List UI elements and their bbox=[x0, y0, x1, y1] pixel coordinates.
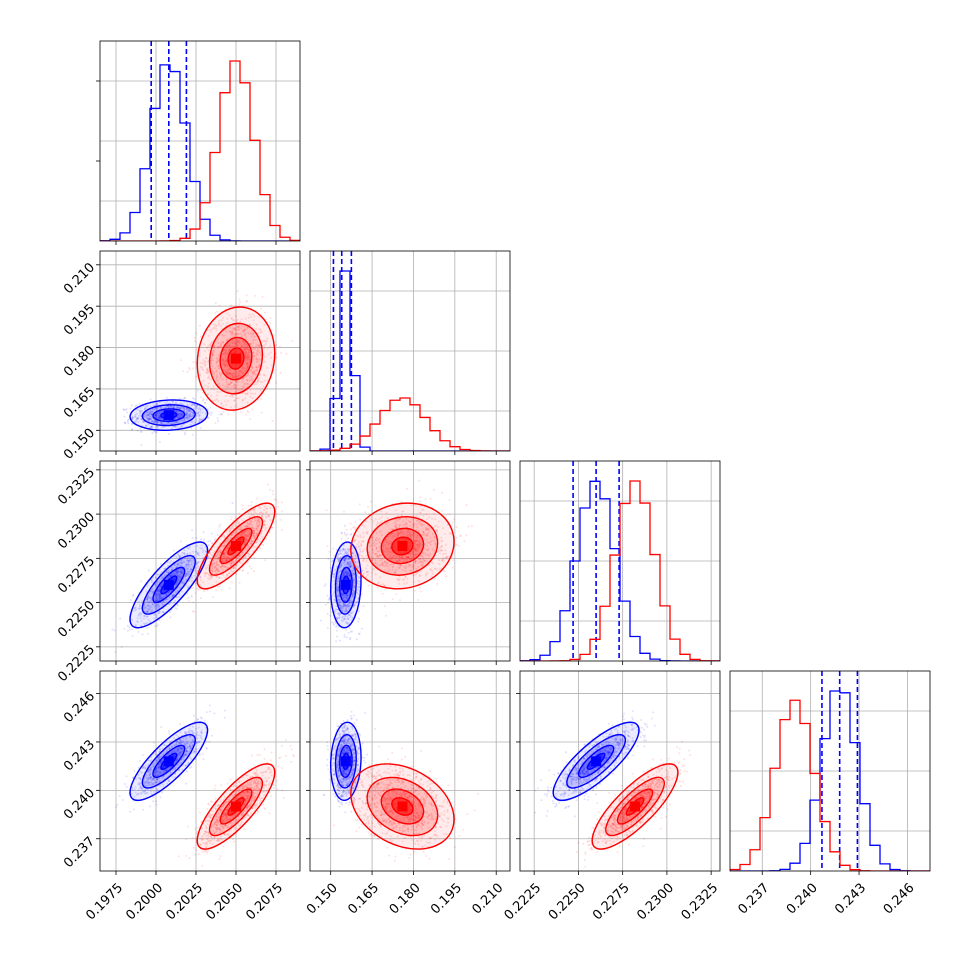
panel-3-3: 0.237 0.240 0.243 0.246 bbox=[729, 670, 931, 918]
density-peak bbox=[163, 579, 174, 590]
density-peak bbox=[231, 540, 241, 551]
axes-frame bbox=[99, 460, 301, 662]
panel-content bbox=[122, 290, 294, 446]
panel-1-1 bbox=[309, 250, 511, 455]
panel-0-0 bbox=[96, 40, 301, 245]
grid-lines bbox=[100, 251, 300, 451]
y-tick-label: 0.180 bbox=[61, 343, 98, 380]
panel-content bbox=[322, 710, 479, 862]
x-tick-label: 0.1975 bbox=[83, 881, 126, 924]
x-tick-label: 0.2300 bbox=[634, 881, 677, 924]
y-tick-label: 0.246 bbox=[61, 689, 98, 726]
histogram-series-1 bbox=[310, 397, 510, 451]
grid-lines bbox=[100, 41, 300, 241]
grid-lines bbox=[520, 671, 720, 871]
density-peak bbox=[163, 410, 174, 421]
x-tick-label: 0.2325 bbox=[679, 881, 722, 924]
axes-frame bbox=[99, 250, 301, 452]
axes-frame bbox=[309, 670, 511, 872]
panel-content bbox=[320, 479, 473, 643]
panel-3-1: 0.150 0.165 0.180 0.195 0.210 bbox=[304, 670, 511, 918]
x-tick-label: 0.2250 bbox=[546, 881, 589, 924]
x-tick-label: 0.2025 bbox=[163, 881, 206, 924]
axes-frame bbox=[309, 250, 511, 452]
axes-frame bbox=[519, 670, 721, 872]
density-peak bbox=[231, 353, 241, 364]
y-tick-label: 0.210 bbox=[61, 260, 98, 297]
panel-content bbox=[115, 704, 295, 867]
axes-frame bbox=[99, 40, 301, 242]
x-tick-label: 0.237 bbox=[736, 881, 773, 918]
y-tick-label: 0.2250 bbox=[55, 598, 98, 641]
axes-frame bbox=[309, 460, 511, 662]
axes-frame bbox=[729, 670, 931, 872]
x-tick-label: 0.165 bbox=[345, 881, 382, 918]
y-tick-label: 0.2275 bbox=[55, 554, 98, 597]
y-tick-label: 0.243 bbox=[61, 737, 98, 774]
axes-frame bbox=[99, 670, 301, 872]
density-peak bbox=[397, 801, 408, 812]
panel-2-2 bbox=[519, 460, 721, 665]
x-tick-label: 0.2075 bbox=[243, 881, 286, 924]
histogram-series-0 bbox=[310, 270, 510, 451]
y-tick-label: 0.2225 bbox=[55, 642, 98, 685]
axes-frame bbox=[519, 460, 721, 662]
x-tick-label: 0.2225 bbox=[502, 881, 545, 924]
panel-content bbox=[534, 710, 692, 868]
density-peak bbox=[397, 540, 408, 551]
panel-2-1 bbox=[306, 460, 511, 665]
density-peak bbox=[630, 801, 641, 812]
x-tick-label: 0.2050 bbox=[203, 881, 246, 924]
x-tick-label: 0.2275 bbox=[590, 881, 633, 924]
density-peak bbox=[163, 756, 174, 767]
y-tick-label: 0.2325 bbox=[55, 465, 98, 508]
y-tick-label: 0.195 bbox=[61, 302, 98, 339]
density-peak bbox=[340, 579, 351, 590]
x-tick-label: 0.195 bbox=[428, 881, 465, 918]
x-tick-label: 0.180 bbox=[387, 881, 424, 918]
panel-3-2: 0.2225 0.2250 0.2275 0.2300 0.2325 bbox=[502, 670, 722, 924]
panel-1-0: 0.150 0.165 0.180 0.195 0.210 bbox=[61, 250, 301, 463]
grid-lines bbox=[100, 671, 300, 871]
grid-lines bbox=[310, 251, 510, 451]
x-tick-label: 0.150 bbox=[304, 881, 341, 918]
density-peak bbox=[231, 801, 241, 812]
grid-lines bbox=[100, 461, 300, 661]
x-tick-label: 0.210 bbox=[469, 881, 506, 918]
y-tick-label: 0.237 bbox=[61, 834, 98, 871]
y-tick-label: 0.165 bbox=[61, 384, 98, 421]
grid-lines bbox=[310, 671, 510, 871]
x-tick-label: 0.2000 bbox=[123, 881, 166, 924]
y-tick-label: 0.240 bbox=[61, 786, 98, 823]
density-peak bbox=[591, 756, 602, 767]
y-tick-label: 0.150 bbox=[61, 426, 98, 463]
x-tick-label: 0.243 bbox=[832, 881, 869, 918]
x-tick-label: 0.246 bbox=[881, 881, 918, 918]
panel-content bbox=[111, 483, 284, 653]
density-peak bbox=[340, 756, 351, 767]
x-tick-label: 0.240 bbox=[784, 881, 821, 918]
y-tick-label: 0.2300 bbox=[55, 510, 98, 553]
